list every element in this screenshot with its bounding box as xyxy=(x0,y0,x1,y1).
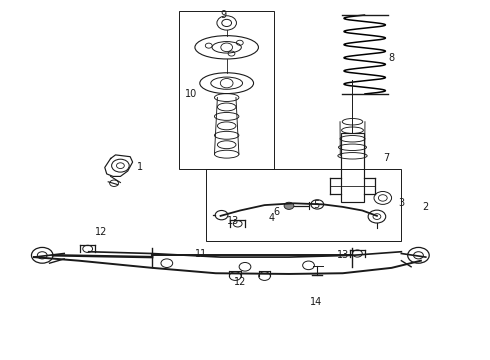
Text: 5: 5 xyxy=(313,200,319,210)
Text: 12: 12 xyxy=(234,277,246,287)
Text: 10: 10 xyxy=(185,89,197,99)
Text: 3: 3 xyxy=(398,198,404,208)
Text: 6: 6 xyxy=(274,207,280,217)
Text: 13: 13 xyxy=(337,250,349,260)
Text: 9: 9 xyxy=(220,10,226,20)
Text: 7: 7 xyxy=(384,153,390,163)
Text: 11: 11 xyxy=(195,248,207,258)
Text: 1: 1 xyxy=(137,162,143,172)
Text: 2: 2 xyxy=(423,202,429,212)
Bar xyxy=(341,134,364,202)
Text: 13: 13 xyxy=(227,216,239,226)
Bar xyxy=(179,12,274,169)
Text: 14: 14 xyxy=(310,297,322,307)
Circle shape xyxy=(284,202,294,210)
Bar xyxy=(206,169,401,241)
Text: 8: 8 xyxy=(389,53,394,63)
Text: 4: 4 xyxy=(269,213,275,222)
Text: 12: 12 xyxy=(95,227,107,237)
